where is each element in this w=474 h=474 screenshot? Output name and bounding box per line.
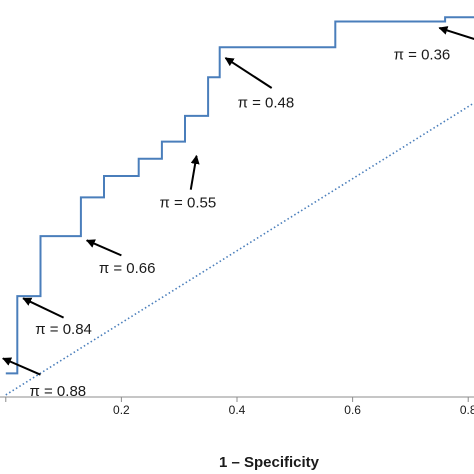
pi-annotation-label: π = 0.36 bbox=[394, 47, 451, 64]
x-tick-label: 0.6 bbox=[344, 403, 361, 417]
annotation-arrow bbox=[2, 357, 41, 376]
annotation-arrow bbox=[85, 239, 122, 257]
x-tick-label: 0.4 bbox=[229, 403, 246, 417]
x-tick-label: 0.2 bbox=[113, 403, 130, 417]
annotation-arrow bbox=[224, 57, 273, 89]
x-tick-label: 0.8 bbox=[460, 403, 474, 417]
pi-annotation-label: π = 0.88 bbox=[29, 383, 86, 400]
x-axis-title: 1 – Specificity bbox=[219, 454, 320, 471]
series-layer bbox=[5, 16, 474, 396]
reference-diagonal bbox=[5, 102, 474, 396]
pi-annotation-label: π = 0.55 bbox=[160, 195, 217, 212]
annotation-arrow bbox=[22, 297, 65, 319]
roc-curve bbox=[5, 16, 474, 375]
x-axis: 0.2 0.4 0.6 0.8 bbox=[0, 396, 474, 417]
pi-annotation-label: π = 0.84 bbox=[35, 321, 92, 338]
annotation-layer: π = 0.88 π = 0.84 π = 0.66 π = 0.55 π = 0.48… bbox=[2, 26, 474, 400]
annotation-arrow bbox=[189, 154, 200, 190]
pi-annotation-label: π = 0.66 bbox=[99, 260, 156, 277]
pi-annotation-label: π = 0.48 bbox=[238, 94, 295, 111]
annotation-arrow bbox=[438, 26, 474, 40]
